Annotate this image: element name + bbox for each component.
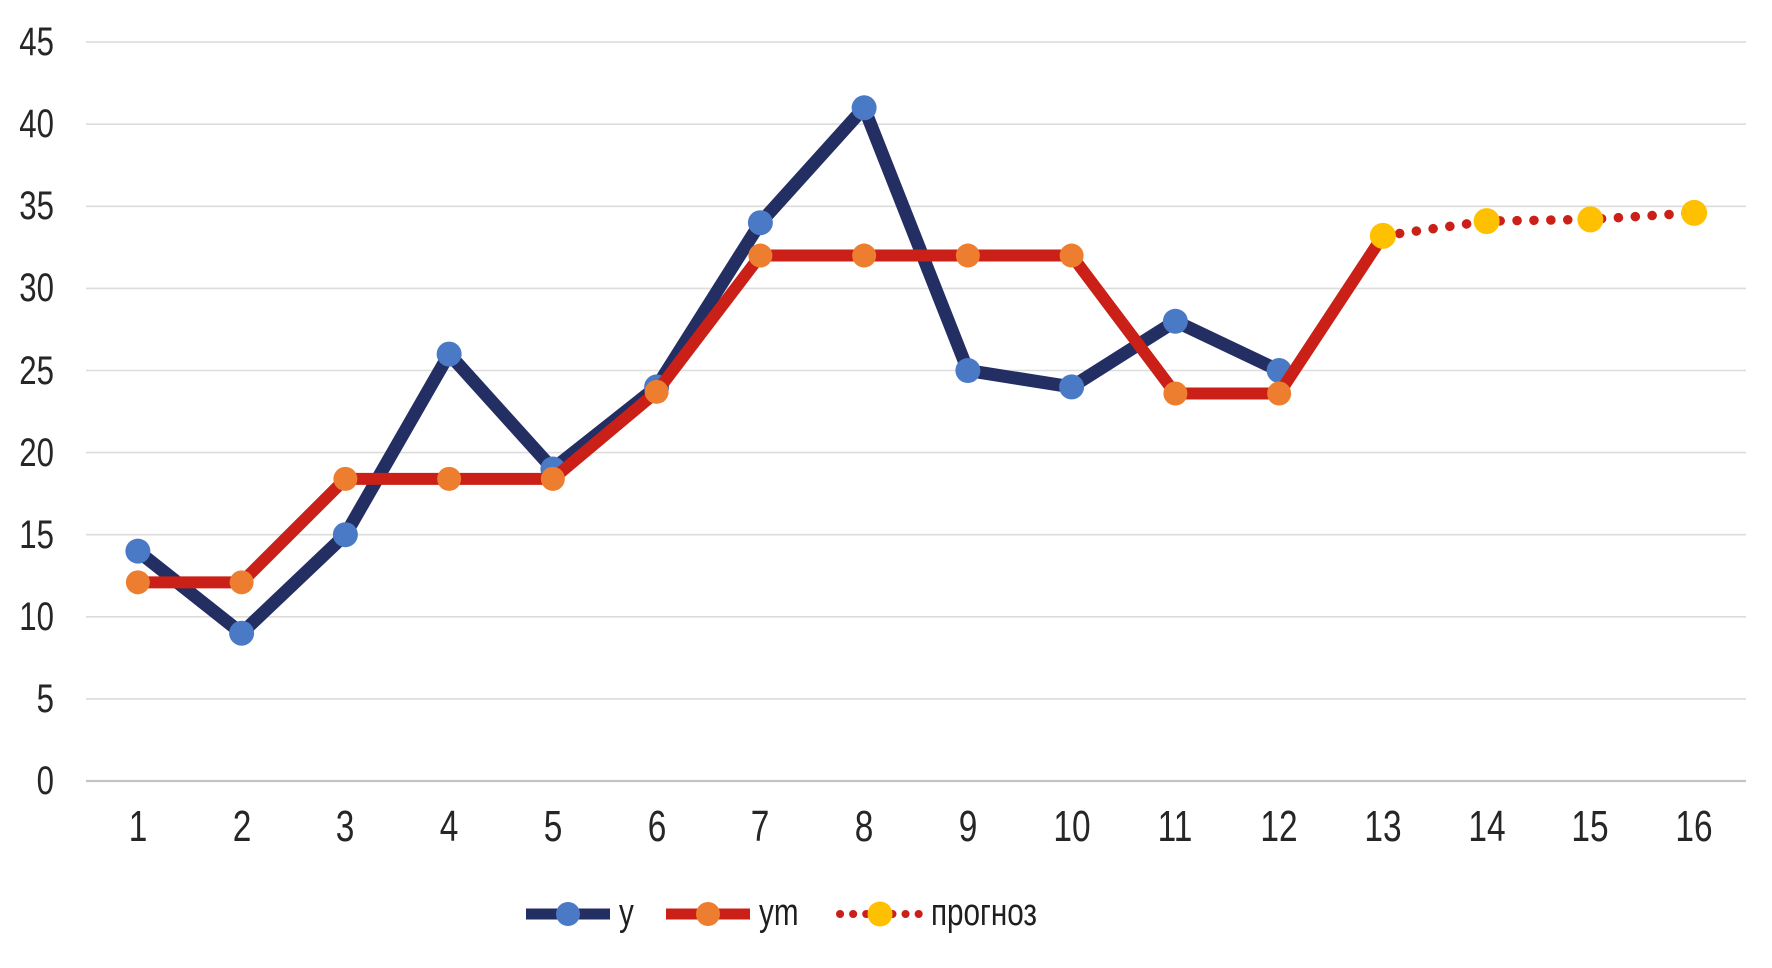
series-y-marker-4	[436, 341, 462, 367]
series-ym-marker-6	[644, 379, 669, 404]
legend-line-sample-y	[526, 901, 610, 926]
legend-item-ym: ym	[664, 892, 810, 935]
series-ym-marker-10	[1059, 243, 1084, 268]
series-ym-marker-5	[540, 466, 565, 491]
series-ym-marker-4	[437, 466, 462, 491]
series-y-marker-7	[747, 210, 773, 236]
legend-item-y: y	[524, 892, 638, 935]
series-forecast-marker-13	[1369, 222, 1396, 249]
series-forecast-marker-16	[1681, 199, 1708, 226]
legend-line-sample-ym	[666, 901, 750, 926]
series-y-marker-2	[229, 620, 255, 646]
series-ym-marker-8	[852, 243, 877, 268]
legend-label-forecast: прогноз	[930, 892, 1037, 934]
legend-line-sample-forecast	[835, 901, 924, 926]
series-ym-marker-7	[748, 243, 773, 268]
legend-label-ym: ym	[759, 892, 799, 934]
series-ym-marker-9	[955, 243, 980, 268]
series-ym-marker-3	[333, 466, 358, 491]
series-ym-marker-1	[125, 570, 150, 595]
legend-label-y: y	[619, 892, 634, 934]
series-y-marker-10	[1059, 374, 1085, 400]
legend: y ym прогноз	[524, 892, 1066, 935]
legend-marker-y	[556, 901, 580, 926]
series-y-line	[131, 101, 1286, 640]
series-forecast-marker-14	[1473, 208, 1500, 235]
series-forecast-marker-15	[1577, 206, 1604, 233]
series-ym-marker-12	[1267, 381, 1292, 406]
series-y-marker-11	[1162, 308, 1188, 334]
series-ym-marker-11	[1163, 381, 1188, 406]
legend-item-forecast: прогноз	[835, 892, 1067, 935]
legend-marker-forecast	[867, 901, 893, 926]
series-y-marker-8	[851, 95, 877, 121]
series-y-marker-9	[955, 358, 981, 383]
series-forecast-line	[1378, 208, 1699, 241]
legend-marker-ym	[696, 901, 720, 926]
series-y-marker-1	[125, 538, 151, 564]
series-ym-marker-2	[229, 570, 254, 595]
series-y-marker-3	[332, 522, 358, 548]
